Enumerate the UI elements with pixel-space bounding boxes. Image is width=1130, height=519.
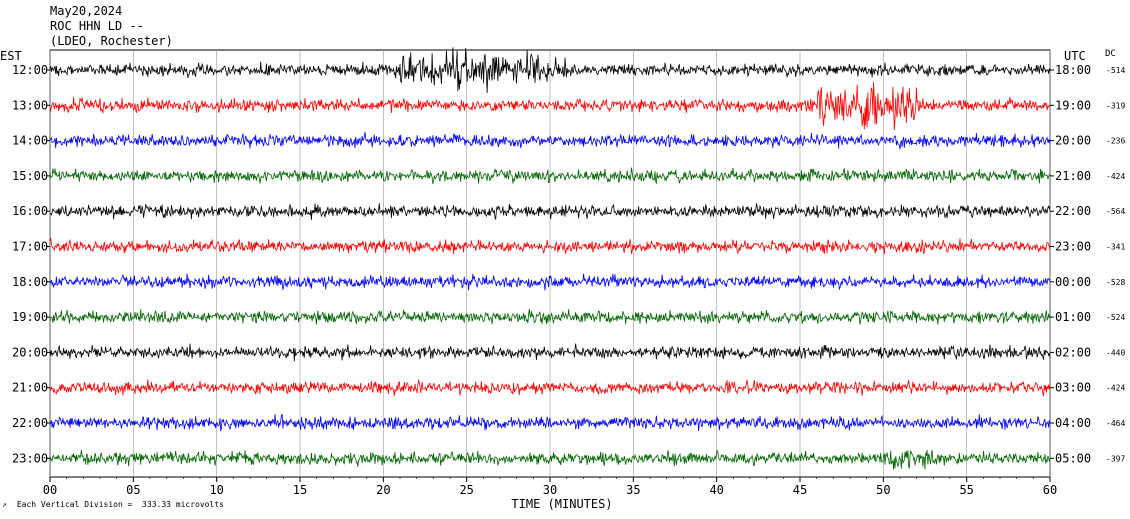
utc-time-label: 19:00 bbox=[1055, 98, 1091, 112]
scale-text: Each Vertical Division = 333.33 microvol… bbox=[16, 500, 224, 509]
est-time-label: 19:00 bbox=[12, 310, 48, 324]
x-tick-label: 50 bbox=[876, 483, 890, 497]
trace-line bbox=[49, 449, 1051, 470]
est-axis-label: EST bbox=[0, 49, 22, 63]
x-tick-label: 55 bbox=[959, 483, 973, 497]
est-time-label: 13:00 bbox=[12, 98, 48, 112]
est-time-label: 17:00 bbox=[12, 240, 48, 254]
utc-time-label: 02:00 bbox=[1055, 345, 1091, 359]
utc-time-label: 22:00 bbox=[1055, 204, 1091, 218]
trace-layer bbox=[49, 47, 1051, 470]
est-time-label: 14:00 bbox=[12, 134, 48, 148]
utc-time-label: 04:00 bbox=[1055, 416, 1091, 430]
utc-time-label: 03:00 bbox=[1055, 381, 1091, 395]
header-date: May20,2024 bbox=[50, 4, 123, 18]
label-layer: 00 05 10 15 20 25 30 35 40 45 50 55 60 TIME (MINUTES)… bbox=[12, 63, 1125, 511]
est-time-label: 16:00 bbox=[12, 204, 48, 218]
x-tick-label: 30 bbox=[543, 483, 557, 497]
trace-line bbox=[49, 273, 1051, 291]
est-time-label: 20:00 bbox=[12, 345, 48, 359]
utc-time-label: 05:00 bbox=[1055, 451, 1091, 465]
utc-time-label: 21:00 bbox=[1055, 169, 1091, 183]
x-tick-label: 00 bbox=[43, 483, 57, 497]
trace-line bbox=[49, 379, 1051, 397]
grid-layer bbox=[46, 49, 1054, 482]
utc-time-label: 20:00 bbox=[1055, 134, 1091, 148]
x-tick-label: 45 bbox=[793, 483, 807, 497]
dc-value-label: -397 bbox=[1106, 454, 1125, 463]
trace-line bbox=[49, 308, 1051, 325]
utc-time-label: 23:00 bbox=[1055, 240, 1091, 254]
dc-value-label: -514 bbox=[1106, 66, 1125, 75]
scale-arrow-icon: ↗ bbox=[2, 500, 7, 509]
dc-value-label: -341 bbox=[1106, 243, 1125, 252]
utc-time-label: 18:00 bbox=[1055, 63, 1091, 77]
trace-line bbox=[49, 413, 1051, 432]
dc-value-label: -424 bbox=[1106, 172, 1125, 181]
est-time-label: 12:00 bbox=[12, 63, 48, 77]
est-time-label: 22:00 bbox=[12, 416, 48, 430]
dc-value-label: -564 bbox=[1106, 207, 1125, 216]
x-tick-label: 40 bbox=[709, 483, 723, 497]
dc-value-label: -236 bbox=[1106, 137, 1125, 146]
x-tick-label: 35 bbox=[626, 483, 640, 497]
scale-footer: ↗ Each Vertical Division = 333.33 microvo… bbox=[2, 500, 224, 509]
dc-value-label: -424 bbox=[1106, 384, 1125, 393]
x-tick-label: 60 bbox=[1043, 483, 1057, 497]
trace-line bbox=[49, 47, 1051, 94]
dc-value-label: -464 bbox=[1106, 419, 1125, 428]
x-tick-label: 10 bbox=[209, 483, 223, 497]
trace-line bbox=[49, 203, 1051, 220]
trace-line bbox=[49, 343, 1051, 362]
est-time-label: 21:00 bbox=[12, 381, 48, 395]
x-tick-label: 05 bbox=[126, 483, 140, 497]
dc-value-label: -319 bbox=[1106, 101, 1125, 110]
header-network: (LDEO, Rochester) bbox=[50, 34, 173, 48]
x-tick-label: 25 bbox=[459, 483, 473, 497]
dc-value-label: -528 bbox=[1106, 278, 1125, 287]
est-time-label: 15:00 bbox=[12, 169, 48, 183]
trace-line bbox=[49, 237, 1051, 255]
dc-value-label: -440 bbox=[1106, 348, 1125, 357]
header-station: ROC HHN LD -- bbox=[50, 19, 144, 33]
x-tick-label: 20 bbox=[376, 483, 390, 497]
x-tick-label: 15 bbox=[293, 483, 307, 497]
utc-time-label: 00:00 bbox=[1055, 275, 1091, 289]
trace-line bbox=[49, 132, 1051, 150]
utc-time-label: 01:00 bbox=[1055, 310, 1091, 324]
est-time-label: 23:00 bbox=[12, 451, 48, 465]
trace-line bbox=[49, 81, 1051, 131]
est-time-label: 18:00 bbox=[12, 275, 48, 289]
x-axis-title: TIME (MINUTES) bbox=[511, 497, 612, 511]
dc-value-label: -524 bbox=[1106, 313, 1125, 322]
utc-axis-label: UTC bbox=[1064, 49, 1086, 63]
trace-line bbox=[49, 167, 1051, 184]
dc-column-label: DC bbox=[1105, 49, 1116, 59]
